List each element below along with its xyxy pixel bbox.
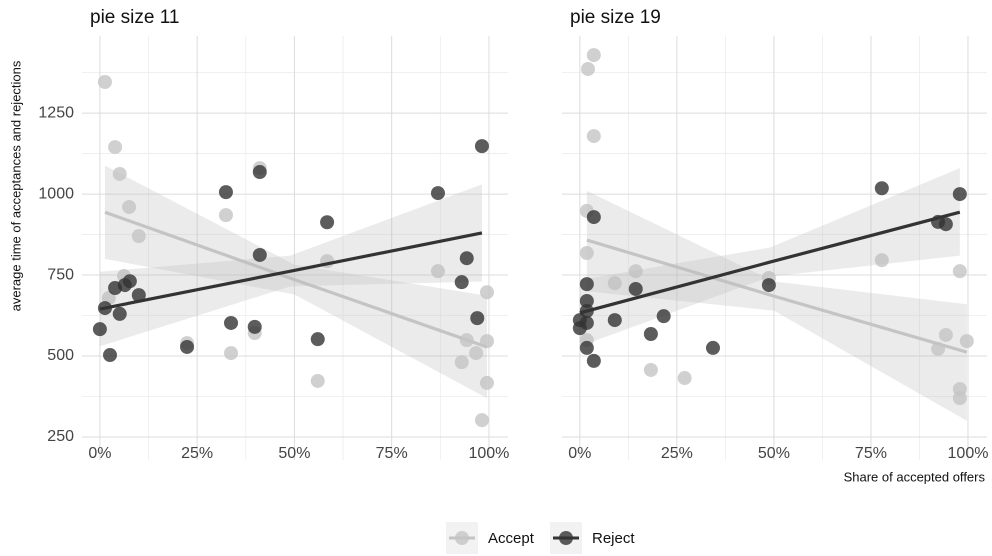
- legend-item: Reject: [550, 522, 635, 554]
- panel-title: pie size 19: [570, 7, 661, 28]
- y-tick-label: 750: [47, 266, 74, 283]
- point: [874, 253, 889, 268]
- point: [131, 288, 146, 303]
- point: [469, 346, 484, 361]
- legend-item: Accept: [446, 522, 535, 554]
- point: [470, 311, 485, 326]
- point: [705, 340, 720, 355]
- y-axis-label: average time of acceptances and rejectio…: [8, 60, 23, 311]
- point: [247, 319, 262, 334]
- point: [579, 293, 594, 308]
- y-tick-label: 500: [47, 347, 74, 364]
- legend-point: [455, 531, 469, 545]
- x-axis-label: Share of accepted offers: [844, 469, 986, 484]
- confidence-band: [579, 168, 960, 347]
- point: [454, 355, 469, 370]
- point: [454, 275, 469, 290]
- legend-point: [559, 531, 573, 545]
- x-tick-label: 100%: [948, 445, 989, 462]
- point: [320, 215, 335, 230]
- point: [224, 315, 239, 330]
- point: [103, 348, 118, 363]
- x-tick-label: 50%: [278, 445, 310, 462]
- point: [224, 346, 239, 361]
- point: [122, 200, 137, 215]
- point: [586, 48, 601, 63]
- trend-line: [586, 238, 968, 354]
- confidence-band: [104, 165, 487, 399]
- point: [479, 285, 494, 300]
- x-tick-label: 0%: [88, 445, 111, 462]
- point: [579, 315, 594, 330]
- y-tick-label: 1000: [38, 185, 74, 202]
- point: [122, 274, 137, 289]
- point: [607, 276, 622, 291]
- legend-label: Accept: [488, 530, 535, 547]
- legend-label: Reject: [592, 530, 635, 547]
- trend-line: [104, 210, 488, 349]
- point: [479, 375, 494, 390]
- point: [952, 187, 967, 202]
- point: [579, 246, 594, 261]
- point: [643, 326, 658, 341]
- trend-line: [579, 210, 961, 315]
- x-tick-label: 75%: [376, 445, 408, 462]
- x-tick-label: 25%: [181, 445, 213, 462]
- y-tick-label: 250: [47, 428, 74, 445]
- point: [252, 165, 267, 180]
- point: [430, 186, 445, 201]
- point: [180, 339, 195, 354]
- y-tick-label: 1250: [38, 104, 74, 121]
- point: [581, 62, 596, 77]
- point: [586, 353, 601, 368]
- point: [579, 277, 594, 292]
- x-tick-label: 0%: [568, 445, 591, 462]
- point: [656, 309, 671, 324]
- point: [310, 373, 325, 388]
- point: [579, 340, 594, 355]
- point: [938, 327, 953, 342]
- trend-line: [99, 231, 483, 311]
- x-tick-label: 50%: [758, 445, 790, 462]
- point: [430, 264, 445, 279]
- point: [761, 278, 776, 293]
- x-tick-label: 25%: [661, 445, 693, 462]
- point: [474, 139, 489, 154]
- point: [108, 140, 123, 155]
- point: [952, 391, 967, 406]
- point: [310, 332, 325, 347]
- point: [252, 247, 267, 262]
- point: [643, 362, 658, 377]
- point: [474, 413, 489, 428]
- point: [459, 251, 474, 266]
- x-tick-label: 100%: [468, 445, 509, 462]
- point: [628, 281, 643, 296]
- confidence-band: [99, 184, 482, 347]
- point: [586, 210, 601, 225]
- point: [952, 264, 967, 279]
- point: [628, 264, 643, 279]
- point: [131, 229, 146, 244]
- point: [97, 74, 112, 89]
- point: [959, 334, 974, 349]
- point: [677, 371, 692, 386]
- x-tick-label: 75%: [855, 445, 887, 462]
- point: [112, 306, 127, 321]
- point: [218, 208, 233, 223]
- point: [938, 217, 953, 232]
- point: [92, 322, 107, 337]
- point: [586, 129, 601, 144]
- point: [112, 166, 127, 181]
- point: [874, 181, 889, 196]
- confidence-band: [586, 190, 967, 421]
- point: [607, 313, 622, 328]
- point: [218, 185, 233, 200]
- panel-title: pie size 11: [90, 7, 179, 28]
